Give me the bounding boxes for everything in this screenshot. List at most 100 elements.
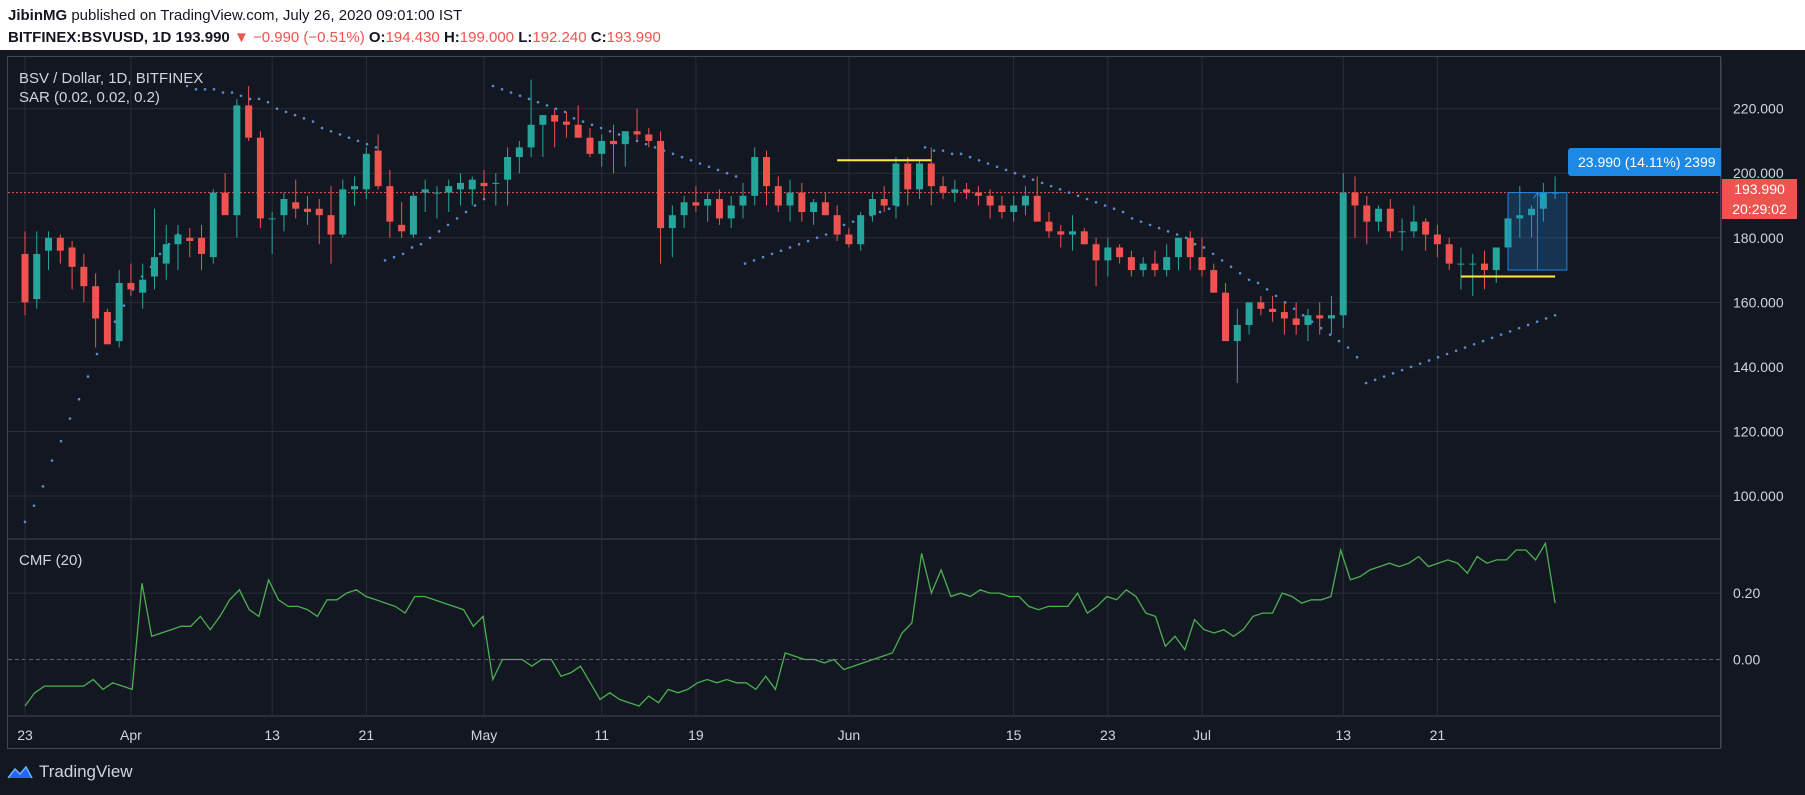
sar-dot: [302, 117, 306, 120]
candle: [1139, 257, 1147, 277]
candle-body: [45, 237, 53, 251]
sar-dot: [311, 120, 315, 123]
candle: [1292, 302, 1300, 335]
candle-body: [798, 192, 806, 212]
sar-dot: [221, 91, 225, 94]
tradingview-logo-icon: [7, 765, 33, 779]
candle: [1104, 237, 1112, 277]
price-tick-label: 220.000: [1733, 101, 1784, 117]
candle: [1398, 218, 1406, 251]
measure-label[interactable]: 23.990 (14.11%) 2399: [1568, 148, 1721, 176]
sar-dot: [1031, 178, 1035, 181]
cmf-line: [24, 541, 1556, 707]
candle: [1445, 237, 1453, 271]
candle: [1222, 282, 1230, 342]
candle-body: [1069, 231, 1077, 235]
sar-dot: [743, 262, 747, 265]
candle-body: [763, 157, 771, 187]
candle-body: [574, 124, 582, 138]
sar-dot: [698, 162, 702, 165]
sar-dot: [1013, 171, 1017, 175]
sar-dot: [428, 236, 432, 240]
candle: [33, 231, 41, 309]
candle-body: [645, 134, 653, 141]
candle: [174, 224, 182, 271]
candle: [245, 86, 253, 141]
candle: [1410, 205, 1418, 238]
sar-dot: [437, 230, 441, 233]
sar-dot: [1328, 333, 1332, 336]
sar-dot: [941, 149, 945, 152]
candle-body: [56, 237, 64, 251]
time-tick-label: 19: [688, 727, 704, 743]
time-tick-label: 23: [1100, 727, 1116, 743]
drawings[interactable]: [837, 159, 1568, 278]
time-tick-label: 13: [264, 727, 280, 743]
candlesticks[interactable]: [21, 79, 1559, 384]
candle: [727, 195, 735, 229]
candle-body: [1528, 208, 1536, 216]
candle: [1151, 250, 1159, 277]
candle-body: [715, 199, 723, 219]
symbol-legend: BSV / Dollar, 1D, BITFINEX: [19, 70, 204, 87]
candle-body: [245, 105, 253, 138]
candle-body: [1398, 231, 1406, 233]
sar-dot: [1193, 242, 1197, 246]
author-name[interactable]: JibinMG: [8, 7, 68, 24]
sar-dot: [986, 162, 990, 165]
close-label: C:: [590, 29, 607, 46]
sar-dot: [752, 259, 756, 262]
sar-dot: [1544, 317, 1548, 320]
sar-dot: [1202, 246, 1206, 249]
candle: [645, 128, 653, 148]
sar-dot: [923, 146, 927, 149]
candle: [1057, 224, 1065, 248]
candle: [1092, 237, 1100, 287]
time-tick-label: May: [471, 727, 497, 743]
candle-body: [351, 186, 359, 190]
candle-body: [1186, 237, 1194, 258]
grid-lines: [8, 57, 1722, 748]
sar-dot: [1292, 307, 1296, 311]
time-tick-label: 15: [1006, 727, 1022, 743]
candle: [103, 308, 111, 345]
sar-dot: [1175, 233, 1179, 236]
candle-body: [139, 279, 147, 293]
candle: [598, 134, 606, 167]
candle-body: [586, 137, 594, 154]
sar-dot: [1121, 210, 1125, 214]
candle: [1539, 182, 1547, 222]
candle-body: [1245, 302, 1253, 325]
candle: [1339, 173, 1347, 329]
candle-body: [527, 124, 535, 148]
sar-dot: [725, 171, 729, 175]
sar-dot: [1418, 362, 1422, 365]
sar-dot: [608, 129, 612, 133]
candle: [433, 186, 441, 219]
sar-dot: [806, 239, 810, 243]
candle-body: [986, 195, 994, 206]
candle-body: [657, 140, 665, 229]
sar-dot: [446, 223, 450, 227]
candle-body: [551, 115, 559, 122]
candle-body: [1363, 205, 1371, 222]
candle-body: [845, 234, 853, 245]
candle-body: [1222, 292, 1230, 342]
price-tick-label: 140.000: [1733, 359, 1784, 375]
sar-dot: [122, 304, 126, 307]
sar-dot: [563, 110, 567, 114]
candle: [1010, 195, 1018, 222]
candle-body: [456, 182, 464, 190]
candle: [1327, 295, 1335, 335]
sar-dot: [617, 133, 621, 136]
symbol-line: BITFINEX:BSVUSD, 1D 193.990 ▼ −0.990 (−0…: [8, 29, 661, 46]
candle-body: [786, 192, 794, 206]
cmf-series-line: [24, 541, 1556, 707]
candle: [1492, 247, 1500, 283]
candle: [315, 199, 323, 245]
sar-dot: [257, 97, 261, 101]
candle-body: [1445, 244, 1453, 264]
sar-dot: [1130, 217, 1134, 220]
countdown-badge: 20:29:02: [1722, 199, 1797, 219]
